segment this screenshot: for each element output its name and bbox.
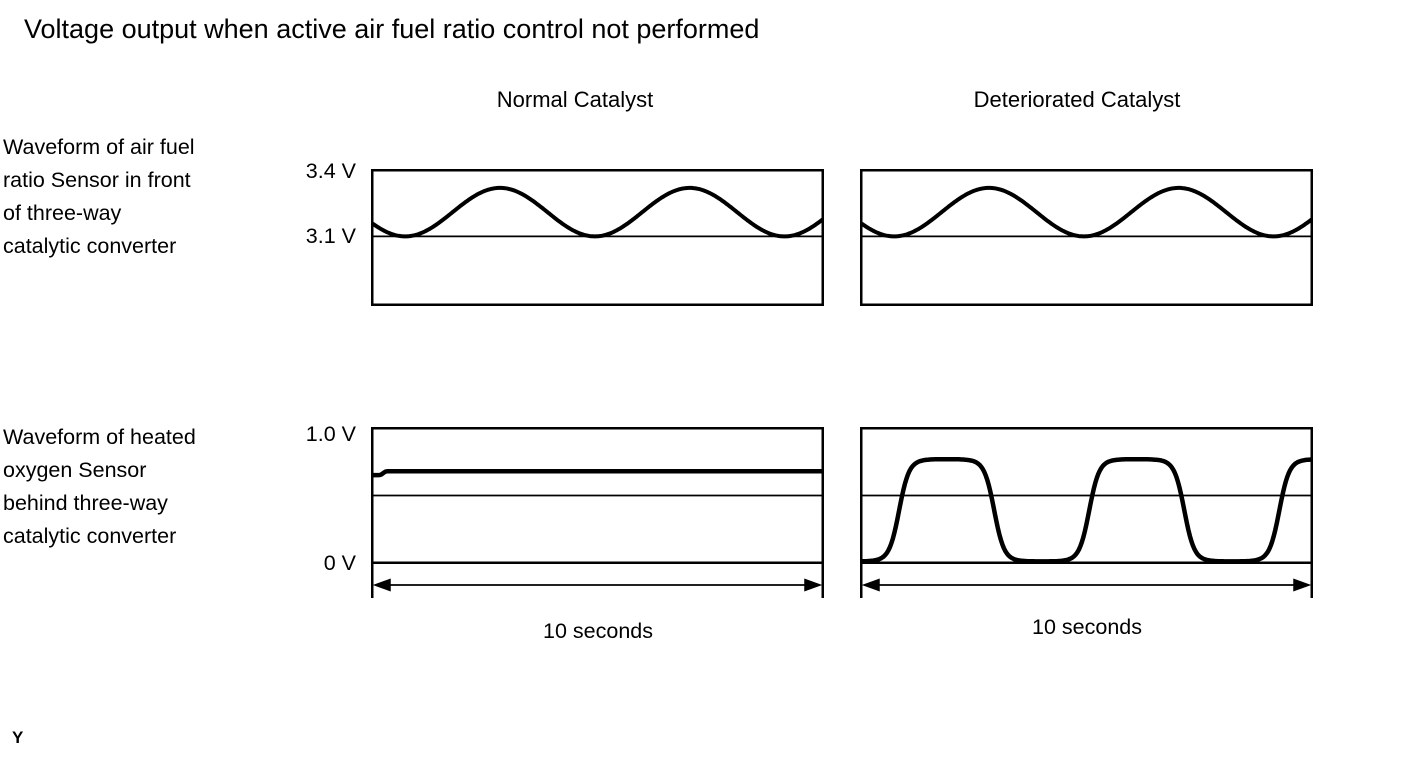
row-label-heated-oxygen-sensor: Waveform of heated oxygen Sensor behind … — [3, 425, 196, 548]
y-tick-3-1v: 3.1 V — [305, 224, 356, 248]
page-title: Voltage output when active air fuel rati… — [24, 14, 760, 44]
footer-mark: Y — [12, 728, 24, 747]
y-tick-1-0v: 1.0 V — [305, 422, 356, 446]
column-header-deteriorated-catalyst: Deteriorated Catalyst — [973, 87, 1181, 112]
y-tick-0v: 0 V — [323, 551, 356, 575]
waveform-chart-afr-deteriorated — [860, 169, 1313, 306]
column-header-normal-catalyst: Normal Catalyst — [496, 87, 654, 112]
y-tick-3-4v: 3.4 V — [305, 159, 356, 183]
waveform-chart-o2-normal — [371, 427, 824, 598]
waveform-chart-o2-deteriorated — [860, 427, 1313, 598]
time-span-label-deteriorated: 10 seconds — [1032, 615, 1142, 639]
time-span-label-normal: 10 seconds — [543, 619, 653, 643]
row-label-air-fuel-ratio-sensor: Waveform of air fuel ratio Sensor in fro… — [3, 135, 195, 258]
waveform-chart-afr-normal — [371, 169, 824, 306]
